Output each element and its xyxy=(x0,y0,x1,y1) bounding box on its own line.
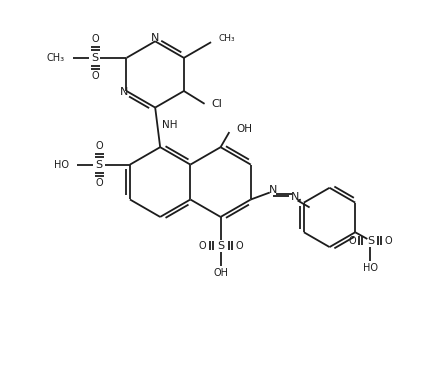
Text: O: O xyxy=(96,141,103,151)
Text: O: O xyxy=(348,236,356,246)
Text: CH₃: CH₃ xyxy=(218,34,234,43)
Text: O: O xyxy=(385,236,392,246)
Text: N: N xyxy=(151,33,160,43)
Text: O: O xyxy=(91,71,99,81)
Text: N: N xyxy=(290,192,299,203)
Text: OH: OH xyxy=(236,124,252,134)
Text: CH₃: CH₃ xyxy=(46,53,64,63)
Text: Cl: Cl xyxy=(212,99,222,109)
Text: O: O xyxy=(96,178,103,188)
Text: NH: NH xyxy=(162,120,177,131)
Text: N: N xyxy=(269,185,277,194)
Text: O: O xyxy=(198,241,206,251)
Text: O: O xyxy=(235,241,243,251)
Text: O: O xyxy=(91,34,99,44)
Text: S: S xyxy=(96,160,103,170)
Text: N: N xyxy=(120,87,129,97)
Text: OH: OH xyxy=(213,268,228,278)
Text: S: S xyxy=(367,236,374,246)
Text: S: S xyxy=(217,241,224,251)
Text: HO: HO xyxy=(363,263,378,273)
Text: S: S xyxy=(91,53,99,63)
Text: HO: HO xyxy=(54,160,69,170)
